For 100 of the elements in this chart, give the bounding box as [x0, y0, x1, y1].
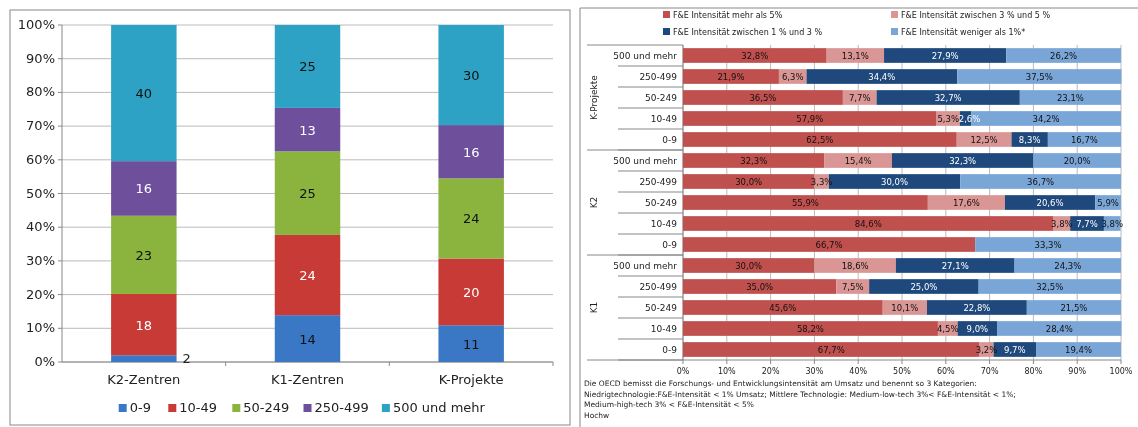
data-label: 20 [462, 284, 480, 300]
data-label: 25 [299, 59, 316, 75]
bar [895, 258, 1015, 273]
data-label: 32,3% [949, 155, 977, 166]
data-label: 7,7% [848, 92, 871, 103]
data-label: 67,7% [817, 344, 845, 355]
data-label: 18 [135, 317, 153, 333]
y-tick-label: 100% [17, 17, 55, 32]
data-label: 25 [299, 186, 316, 202]
legend-label: 0-9 [129, 400, 151, 415]
bar [814, 258, 896, 273]
bar [111, 355, 177, 362]
y-tick-label: 10-49 [650, 218, 678, 229]
data-label: 24,3% [1054, 260, 1082, 271]
data-label: 23 [135, 247, 153, 263]
data-label: 5,9% [1097, 197, 1119, 208]
data-label: 36,5% [749, 92, 777, 103]
data-label: 19,4% [1065, 344, 1093, 355]
bar [683, 48, 827, 63]
data-label: 30,0% [735, 176, 763, 187]
y-tick-label: 500 und mehr [613, 260, 678, 271]
legend-label: 500 und mehr [392, 400, 486, 415]
data-label: 11 [462, 336, 480, 352]
bar [274, 151, 341, 235]
data-label: 37,5% [1025, 71, 1053, 82]
y-tick-label: 50% [26, 185, 55, 201]
legend-label: F&E Intensität weniger als 1%* [901, 28, 1026, 37]
data-label: 24 [462, 211, 480, 227]
data-label: 22,8% [963, 302, 991, 313]
x-tick-label: 70% [980, 367, 999, 376]
data-label: 34,4% [868, 71, 896, 82]
data-label: 6,3% [781, 71, 804, 82]
data-label: 14 [299, 331, 316, 347]
text: K1 [589, 301, 599, 314]
data-label: 16 [135, 181, 153, 197]
data-label: 32,7% [934, 92, 962, 103]
y-tick-label: 10-49 [650, 113, 678, 124]
data-label: 45,6% [769, 302, 797, 313]
data-label: 24 [299, 268, 316, 284]
data-label: 4,5% [936, 323, 959, 334]
y-tick-label: 0-9 [662, 344, 678, 355]
y-tick-label: 80% [26, 84, 55, 100]
bar [274, 107, 341, 152]
data-label: 25,0% [910, 281, 938, 292]
data-label: 34,2% [1032, 113, 1060, 124]
y-tick-label: 50-249 [645, 302, 678, 313]
text: K-Projekte [589, 74, 599, 120]
bar [876, 90, 1020, 105]
bar [274, 234, 341, 316]
data-label: 30 [462, 68, 480, 84]
text: K2 [589, 196, 599, 209]
y-tick-label: 0-9 [662, 134, 678, 145]
data-label: 26,2% [1050, 50, 1078, 61]
y-tick-label: 10% [26, 320, 55, 336]
legend-label: 250-499 [314, 400, 369, 415]
data-label: 32,8% [741, 50, 769, 61]
data-label: 84,6% [854, 218, 882, 229]
x-tick-label: K2-Zentren [107, 372, 181, 387]
bar [683, 69, 779, 84]
bar [1026, 300, 1121, 315]
bar [1004, 195, 1096, 210]
y-tick-label: 250-499 [639, 71, 678, 82]
y-tick-label: 250-499 [639, 281, 678, 292]
bar [683, 195, 928, 210]
bar [683, 258, 815, 273]
bar [683, 321, 938, 336]
bar [891, 153, 1034, 168]
bar [1047, 132, 1121, 147]
bar [274, 315, 341, 362]
y-tick-label: 20% [26, 286, 55, 302]
bar [111, 25, 177, 162]
x-tick-label: 30% [805, 367, 824, 376]
y-tick-label: 50-249 [645, 92, 678, 103]
bar [683, 153, 825, 168]
bar [927, 195, 1005, 210]
bar [960, 174, 1121, 189]
bar [926, 300, 1027, 315]
data-label: 35,0% [746, 281, 774, 292]
data-label: 12,5% [970, 134, 998, 145]
data-label: 15,4% [844, 155, 872, 166]
data-label: 30,0% [735, 260, 763, 271]
data-label: 28,4% [1045, 323, 1073, 334]
bar [1019, 90, 1121, 105]
bar [975, 237, 1121, 252]
bar [1033, 153, 1121, 168]
bar [1006, 48, 1121, 63]
bar [1036, 342, 1121, 357]
legend-label: 50-249 [243, 400, 290, 415]
data-label: 9,0% [966, 323, 989, 334]
bar [111, 215, 177, 294]
data-label: 13,1% [841, 50, 869, 61]
legend-label: F&E Intensität zwischen 1 % und 3 % [673, 28, 823, 37]
bar [1014, 258, 1121, 273]
x-tick-label: 20% [761, 367, 780, 376]
bar [683, 132, 957, 147]
bar [683, 279, 837, 294]
y-tick-label: 60% [26, 151, 55, 167]
bar [683, 90, 843, 105]
y-tick-label: 90% [26, 50, 55, 66]
data-label: 20,6% [1036, 197, 1064, 208]
